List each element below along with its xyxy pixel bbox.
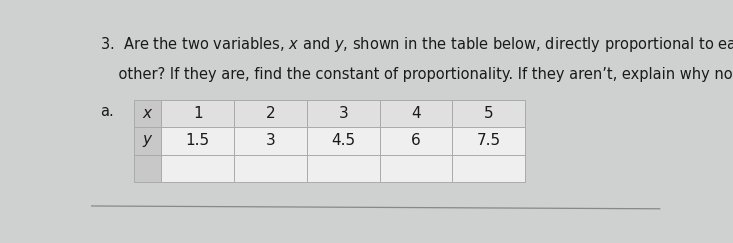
Bar bbox=[452, 155, 525, 182]
Text: 4.5: 4.5 bbox=[331, 133, 356, 148]
Text: 4: 4 bbox=[411, 106, 421, 121]
Bar bbox=[452, 100, 525, 127]
Bar bbox=[235, 155, 307, 182]
Text: 7.5: 7.5 bbox=[476, 133, 501, 148]
Bar bbox=[134, 100, 161, 127]
Text: 3: 3 bbox=[339, 106, 348, 121]
Bar bbox=[380, 100, 452, 127]
Text: 2: 2 bbox=[266, 106, 276, 121]
Text: other? If they are, find the constant of proportionality. If they aren’t, explai: other? If they are, find the constant of… bbox=[100, 67, 733, 82]
Bar bbox=[134, 155, 161, 182]
Text: 6: 6 bbox=[411, 133, 421, 148]
Bar bbox=[452, 127, 525, 155]
Text: 5: 5 bbox=[484, 106, 493, 121]
Text: $y$: $y$ bbox=[142, 133, 154, 149]
Bar bbox=[380, 155, 452, 182]
Bar bbox=[235, 100, 307, 127]
Text: $x$: $x$ bbox=[142, 106, 154, 121]
Bar bbox=[307, 127, 380, 155]
Text: 1.5: 1.5 bbox=[185, 133, 210, 148]
Bar bbox=[161, 155, 235, 182]
Text: 3.  Are the two variables, $x$ and $y$, shown in the table below, directly propo: 3. Are the two variables, $x$ and $y$, s… bbox=[100, 35, 733, 54]
Bar bbox=[161, 100, 235, 127]
Bar bbox=[380, 127, 452, 155]
Bar bbox=[134, 127, 161, 155]
Text: 1: 1 bbox=[193, 106, 202, 121]
Text: 3: 3 bbox=[265, 133, 276, 148]
Bar bbox=[161, 127, 235, 155]
Bar bbox=[235, 127, 307, 155]
Bar bbox=[307, 155, 380, 182]
Text: a.: a. bbox=[100, 104, 114, 119]
Bar bbox=[307, 100, 380, 127]
